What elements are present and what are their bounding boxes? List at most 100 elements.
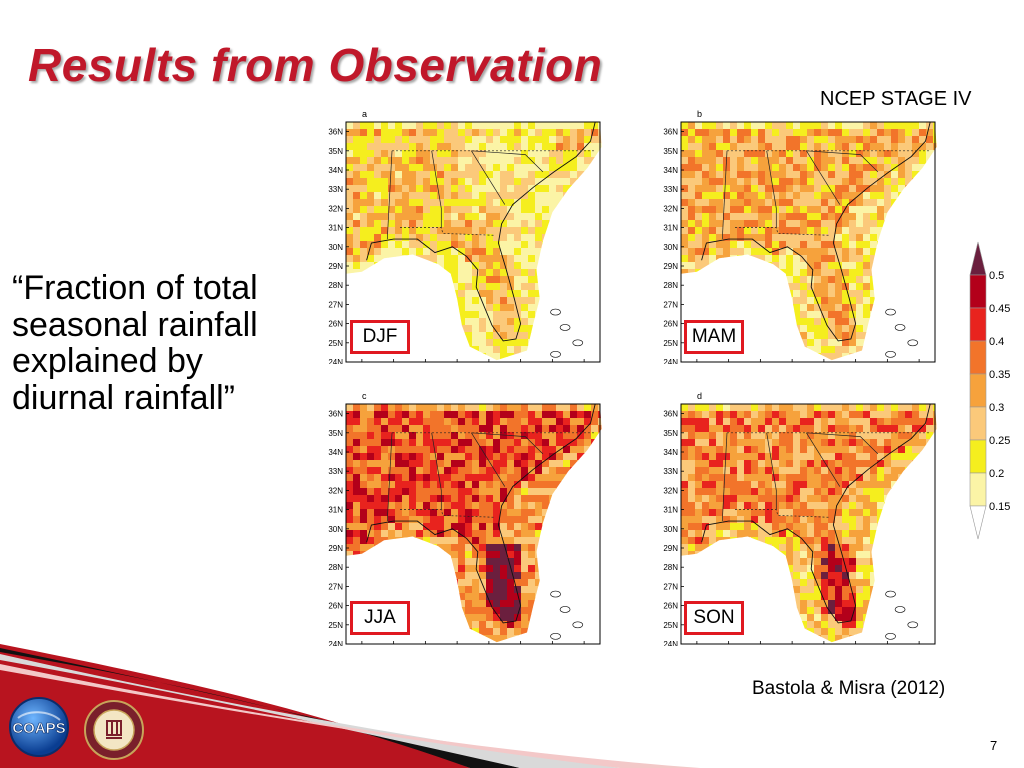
field-cell xyxy=(388,353,396,361)
field-cell xyxy=(772,432,780,440)
field-cell xyxy=(849,453,857,461)
field-cell xyxy=(409,600,417,608)
field-cell xyxy=(933,467,937,475)
field-cell xyxy=(898,558,906,566)
field-cell xyxy=(695,206,703,214)
field-cell xyxy=(514,537,522,545)
field-cell xyxy=(863,304,871,312)
field-cell xyxy=(709,192,717,200)
field-cell xyxy=(905,234,913,242)
field-cell xyxy=(367,304,375,312)
field-cell xyxy=(521,404,529,412)
field-cell xyxy=(800,460,808,468)
field-cell xyxy=(905,411,913,419)
field-cell xyxy=(912,318,920,326)
field-cell xyxy=(416,311,424,319)
field-cell xyxy=(346,537,354,545)
field-cell xyxy=(758,248,766,256)
field-cell xyxy=(828,432,836,440)
field-cell xyxy=(793,164,801,172)
field-cell xyxy=(479,600,487,608)
field-cell xyxy=(500,446,508,454)
field-cell xyxy=(821,206,829,214)
field-cell xyxy=(444,276,452,284)
field-cell xyxy=(842,523,850,531)
field-cell xyxy=(723,269,731,277)
field-cell xyxy=(828,404,836,412)
field-cell xyxy=(556,530,564,538)
field-cell xyxy=(842,199,850,207)
field-cell xyxy=(458,262,466,270)
field-cell xyxy=(423,353,431,361)
field-cell xyxy=(507,318,515,326)
field-cell xyxy=(695,157,703,165)
field-cell xyxy=(828,318,836,326)
field-cell xyxy=(528,537,536,545)
field-cell xyxy=(751,150,759,158)
field-cell xyxy=(681,213,689,221)
field-cell xyxy=(416,628,424,636)
field-cell xyxy=(486,572,494,580)
field-cell xyxy=(842,227,850,235)
field-cell xyxy=(835,311,843,319)
field-cell xyxy=(360,425,368,433)
field-cell xyxy=(486,122,494,130)
field-cell xyxy=(786,171,794,179)
field-cell xyxy=(437,206,445,214)
field-cell xyxy=(905,311,913,319)
field-cell xyxy=(919,432,927,440)
field-cell xyxy=(814,129,822,137)
field-cell xyxy=(758,425,766,433)
field-cell xyxy=(835,530,843,538)
field-cell xyxy=(842,481,850,489)
field-cell xyxy=(702,248,710,256)
field-cell xyxy=(374,544,382,552)
field-cell xyxy=(486,495,494,503)
field-cell xyxy=(591,234,599,242)
field-cell xyxy=(528,192,536,200)
field-cell xyxy=(360,304,368,312)
field-cell xyxy=(479,248,487,256)
field-cell xyxy=(919,488,927,496)
field-cell xyxy=(716,544,724,552)
field-cell xyxy=(793,425,801,433)
field-cell xyxy=(765,122,773,130)
field-cell xyxy=(716,418,724,426)
field-cell xyxy=(437,311,445,319)
field-cell xyxy=(695,418,703,426)
field-cell xyxy=(416,453,424,461)
field-cell xyxy=(577,332,585,340)
field-cell xyxy=(542,136,550,144)
field-cell xyxy=(528,425,536,433)
field-cell xyxy=(779,332,787,340)
field-cell xyxy=(688,276,696,284)
field-cell xyxy=(472,502,480,510)
field-cell xyxy=(758,411,766,419)
field-cell xyxy=(800,157,808,165)
field-cell xyxy=(765,199,773,207)
field-cell xyxy=(528,586,536,594)
field-cell xyxy=(912,495,920,503)
field-cell xyxy=(423,269,431,277)
field-cell xyxy=(507,220,515,228)
field-cell xyxy=(458,502,466,510)
field-cell xyxy=(772,353,780,361)
field-cell xyxy=(465,481,473,489)
field-cell xyxy=(800,516,808,524)
field-cell xyxy=(912,418,920,426)
field-cell xyxy=(563,129,571,137)
field-cell xyxy=(528,234,536,242)
field-cell xyxy=(786,325,794,333)
field-cell xyxy=(556,439,564,447)
field-cell xyxy=(402,178,410,186)
field-cell xyxy=(835,565,843,573)
field-cell xyxy=(737,446,745,454)
field-cell xyxy=(891,530,899,538)
field-cell xyxy=(842,502,850,510)
field-cell xyxy=(409,614,417,622)
field-cell xyxy=(591,143,599,151)
field-cell xyxy=(374,311,382,319)
field-cell xyxy=(758,502,766,510)
field-cell xyxy=(695,446,703,454)
field-cell xyxy=(702,411,710,419)
